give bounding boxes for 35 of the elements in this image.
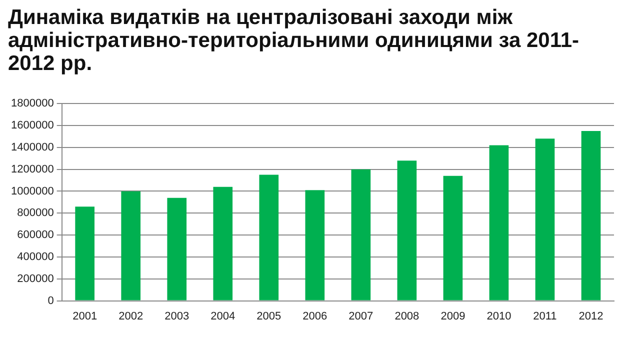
bar bbox=[535, 138, 555, 300]
y-tick-label: 1800000 bbox=[10, 98, 54, 110]
bar bbox=[305, 190, 325, 300]
y-tick-label: 1600000 bbox=[10, 120, 54, 132]
x-tick-label: 2002 bbox=[118, 310, 144, 322]
x-tick-label: 2011 bbox=[533, 310, 557, 322]
bar bbox=[121, 191, 141, 300]
x-tick-label: 2004 bbox=[210, 310, 236, 322]
y-tick-label: 600000 bbox=[17, 229, 54, 242]
x-tick-label: 2006 bbox=[302, 310, 328, 322]
y-tick-label: 0 bbox=[48, 294, 54, 307]
bar bbox=[259, 174, 279, 300]
y-tick-label: 1400000 bbox=[10, 141, 54, 154]
y-tick-label: 800000 bbox=[17, 207, 54, 220]
bar bbox=[581, 130, 601, 300]
x-tick-label: 2003 bbox=[164, 310, 190, 322]
chart-title: Динаміка видатків на централізовані заходи між адміністративно-територіальними одиницями за 2011-2012 рр. bbox=[8, 6, 580, 77]
x-tick-label: 2012 bbox=[578, 310, 604, 322]
bar bbox=[213, 186, 233, 300]
x-tick-label: 2005 bbox=[256, 310, 282, 322]
x-tick-label: 2001 bbox=[72, 310, 98, 322]
y-tick-label: 1200000 bbox=[10, 163, 54, 176]
bar bbox=[443, 176, 463, 300]
bar bbox=[489, 145, 509, 300]
bar bbox=[75, 206, 94, 300]
x-tick-label: 2008 bbox=[394, 310, 420, 322]
bar bbox=[351, 169, 371, 300]
x-tick-label: 2009 bbox=[440, 310, 466, 322]
y-tick-label: 200000 bbox=[17, 272, 54, 285]
x-tick-label: 2007 bbox=[348, 310, 374, 322]
bar bbox=[167, 198, 187, 300]
y-tick-label: 400000 bbox=[17, 251, 54, 264]
x-tick-label: 2010 bbox=[486, 310, 512, 322]
y-tick-label: 1000000 bbox=[10, 185, 54, 198]
bar bbox=[397, 160, 417, 300]
